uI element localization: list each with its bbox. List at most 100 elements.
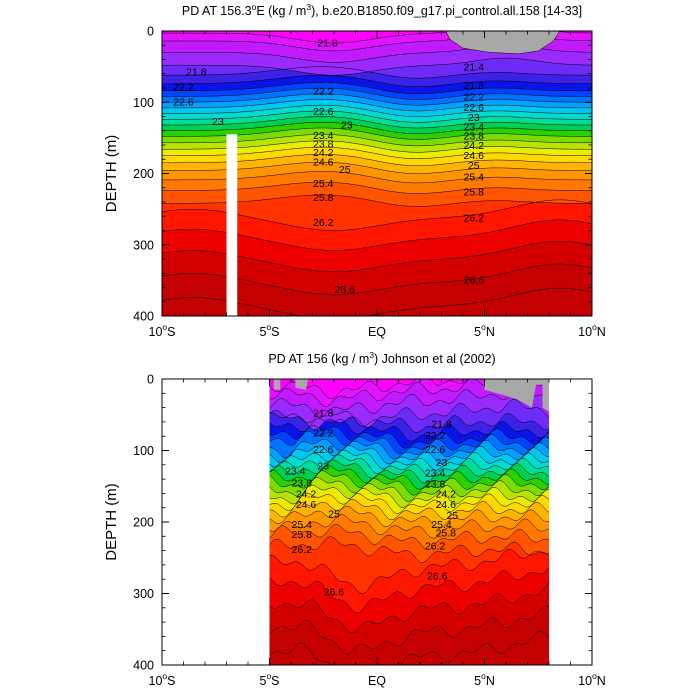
contour-label: 24.6 bbox=[464, 150, 485, 162]
contour-line bbox=[162, 57, 592, 76]
x-tick-label: 5oS bbox=[259, 671, 279, 688]
y-tick-label: 0 bbox=[147, 373, 154, 387]
contour-line bbox=[162, 31, 592, 44]
contour-line bbox=[162, 122, 592, 135]
density-band bbox=[269, 379, 549, 399]
contour-label: 26.6 bbox=[324, 586, 345, 598]
missing-area bbox=[295, 379, 309, 390]
contour-line bbox=[269, 445, 549, 465]
contour-label: 25.4 bbox=[313, 178, 334, 190]
contour-label: 25.4 bbox=[431, 519, 452, 531]
contour-label: 25 bbox=[328, 508, 340, 520]
contour-label: 22.2 bbox=[425, 430, 446, 442]
contour-label: 23 bbox=[468, 112, 480, 124]
x-tick-label: 5oS bbox=[259, 322, 279, 339]
contour-line bbox=[269, 459, 549, 484]
contour-label: 26.2 bbox=[292, 544, 313, 556]
contour-label: 23.8 bbox=[313, 139, 334, 151]
contour-label: 21.8 bbox=[313, 408, 334, 420]
contour-line bbox=[269, 449, 549, 471]
contour-label: 25 bbox=[339, 164, 351, 176]
contour-line bbox=[269, 425, 549, 449]
contour-label: 21.4 bbox=[464, 62, 485, 74]
contour-line bbox=[269, 567, 549, 614]
y-tick-label: 100 bbox=[133, 96, 154, 110]
missing-area bbox=[226, 134, 238, 316]
y-axis-label: DEPTH (m) bbox=[103, 135, 120, 213]
chart-title: PD AT 156.3oE (kg / m3), b.e20.B1850.f09… bbox=[182, 2, 582, 18]
contour-label: 26.2 bbox=[464, 213, 485, 225]
y-tick-label: 300 bbox=[133, 587, 154, 601]
contour-label: 22.2 bbox=[313, 86, 334, 98]
x-tick-label: 5oN bbox=[474, 322, 495, 339]
x-tick-label: 5oN bbox=[474, 671, 495, 688]
missing-area bbox=[445, 31, 561, 55]
contour-label: 23.4 bbox=[285, 466, 306, 478]
contour-line bbox=[162, 87, 592, 100]
contour-label: 23.8 bbox=[292, 478, 313, 490]
chart-panel-1: 21.821.421.821.822.2 22.2 22.222.6 22.622.6… bbox=[103, 2, 606, 339]
x-tick-label: 10oS bbox=[149, 322, 176, 339]
contour-line bbox=[269, 410, 549, 433]
contour-line bbox=[269, 379, 549, 400]
contour-line bbox=[162, 74, 592, 87]
x-tick-label: 10oN bbox=[578, 671, 606, 688]
missing-area bbox=[484, 379, 549, 412]
contour-line bbox=[162, 66, 592, 79]
contour-line bbox=[269, 505, 549, 529]
y-axis-label: DEPTH (m) bbox=[103, 483, 120, 561]
contour-label: 22.6 bbox=[425, 444, 446, 456]
contour-label: 25 bbox=[468, 160, 480, 172]
contour-line bbox=[269, 438, 549, 460]
contour-label: 25.8 bbox=[313, 192, 334, 204]
contour-label: 23 bbox=[436, 457, 448, 469]
contour-label: 22.6 bbox=[464, 102, 485, 114]
contour-line bbox=[269, 548, 549, 594]
contour-label: 22.2 bbox=[464, 92, 485, 104]
contour-label: 24.6 bbox=[313, 156, 334, 168]
contour-label: 26.2 bbox=[313, 217, 334, 229]
x-tick-label: 10oN bbox=[578, 322, 606, 339]
contour-line bbox=[269, 492, 549, 514]
contour-label: 26.6 bbox=[464, 275, 485, 287]
contour-label: 23.4 bbox=[313, 130, 334, 142]
contour-label: 25.4 bbox=[464, 171, 485, 183]
x-tick-label: 10oS bbox=[149, 671, 176, 688]
density-field bbox=[162, 31, 592, 316]
contour-line bbox=[162, 82, 592, 95]
contour-label: 25.8 bbox=[464, 186, 485, 198]
contour-label: 22.6 bbox=[313, 106, 334, 118]
contour-label: 23 bbox=[212, 116, 224, 128]
y-tick-label: 200 bbox=[133, 167, 154, 181]
contour-line bbox=[269, 470, 549, 496]
contour-line bbox=[162, 104, 592, 117]
y-tick-label: 400 bbox=[133, 310, 154, 324]
contour-line bbox=[269, 582, 549, 634]
contour-label: 24.2 bbox=[436, 488, 457, 500]
contour-label: 21.8 bbox=[317, 37, 338, 49]
contour-label: 26.6 bbox=[427, 571, 448, 583]
y-tick-label: 100 bbox=[133, 444, 154, 458]
contour-label: 23.4 bbox=[464, 121, 485, 133]
contour-line bbox=[269, 399, 549, 431]
contour-line bbox=[269, 484, 549, 508]
contour-label: 21.8 bbox=[186, 67, 207, 79]
contour-label: 24.6 bbox=[296, 499, 317, 511]
y-tick-label: 200 bbox=[133, 516, 154, 530]
x-tick-label: EQ bbox=[368, 325, 386, 339]
contour-line bbox=[269, 514, 549, 539]
contour-line bbox=[269, 430, 549, 455]
contour-label: 25.8 bbox=[292, 529, 313, 541]
contour-label: 22.6 bbox=[313, 444, 334, 456]
contour-line bbox=[269, 477, 549, 502]
y-tick-label: 400 bbox=[133, 659, 154, 673]
contour-line bbox=[269, 454, 549, 478]
contour-label: 24.6 bbox=[436, 499, 457, 511]
contour-label: 23.4 bbox=[425, 468, 446, 480]
contour-label: 24.2 bbox=[464, 140, 485, 152]
contour-line bbox=[162, 93, 592, 106]
contour-label: 26.6 bbox=[335, 284, 356, 296]
contour-label: 26.2 bbox=[425, 541, 446, 553]
contour-label: 25 bbox=[446, 510, 458, 522]
